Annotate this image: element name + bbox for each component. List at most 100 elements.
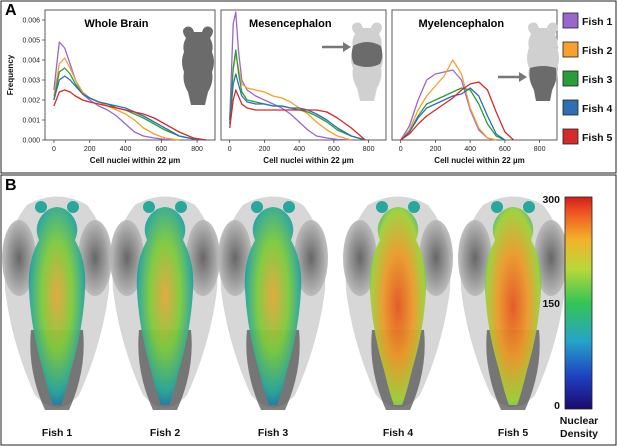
legend-swatch (562, 70, 579, 87)
fish-eye-right (294, 220, 328, 296)
series-line-fish-3 (400, 87, 506, 141)
olfactory-bulb-left (376, 201, 388, 213)
series-line-fish-4 (229, 73, 366, 141)
legend: Fish 1 Fish 2 Fish 3 Fish 4 Fish 5 (562, 12, 613, 145)
series-line-fish-4 (400, 87, 506, 141)
brain-heatmap (484, 207, 542, 405)
y-tick-label: 0.001 (22, 118, 40, 125)
y-tick-label: 0.006 (22, 18, 40, 25)
fish-label: Fish 4 (383, 427, 414, 439)
brain-heatmap (244, 207, 302, 405)
series-line-fish-3 (53, 67, 207, 141)
fish-label: Fish 5 (498, 427, 529, 439)
x-tick-label: 600 (328, 146, 340, 153)
fish-image-1: Fish 1 (2, 196, 112, 439)
x-tick-label: 800 (534, 146, 546, 153)
fish-eye-left (2, 220, 36, 296)
x-tick-label: 0 (52, 146, 56, 153)
x-tick-label: 200 (84, 146, 96, 153)
arrow-right-icon (343, 42, 351, 52)
fish-eye-left (458, 220, 492, 296)
series-line-fish-1 (400, 69, 497, 141)
fish-image-2: Fish 2 (110, 196, 220, 439)
legend-label: Fish 1 (582, 16, 613, 28)
series-line-fish-5 (400, 81, 515, 141)
y-axis-label: Frequency (6, 54, 15, 95)
olfactory-bulb-right (67, 201, 79, 213)
colorbar-title-line2: Density (560, 428, 598, 440)
olfactory-bulb-left (143, 201, 155, 213)
x-axis-label: Cell nuclei within 22 µm (263, 156, 353, 165)
fish-label: Fish 3 (258, 427, 289, 439)
legend-label: Fish 5 (582, 132, 613, 144)
chart-title: Whole Brain (84, 18, 148, 30)
y-tick-label: 0.005 (22, 38, 40, 45)
y-tick-label: 0.004 (22, 58, 40, 65)
fish-eye-right (186, 220, 220, 296)
fish-image-3: Fish 3 (218, 196, 328, 439)
fish-label: Fish 2 (150, 427, 181, 439)
chart-title: Mesencephalon (249, 18, 332, 30)
legend-label: Fish 2 (582, 45, 613, 57)
x-tick-label: 0 (228, 146, 232, 153)
fish-eye-left (218, 220, 252, 296)
fish-images: Fish 1 Fish 2 Fish 3 Fish 4 Fish 5 (2, 196, 568, 439)
fish-eye-right (78, 220, 112, 296)
fish-eye-left (343, 220, 377, 296)
series-line-fish-5 (53, 89, 207, 141)
colorbar-title-line1: Nuclear (560, 415, 599, 427)
x-tick-label: 200 (430, 146, 442, 153)
legend-swatch (562, 99, 579, 116)
series-line-fish-2 (53, 57, 180, 141)
colorbar-gradient (564, 196, 593, 410)
fish-image-5: Fish 5 (458, 196, 568, 439)
mesencephalon-silhouette-icon (322, 22, 383, 101)
brain-heatmap (28, 207, 86, 405)
chart-title: Myelencephalon (419, 18, 505, 30)
y-tick-label: 0.000 (22, 138, 40, 145)
legend-label: Fish 4 (582, 103, 613, 115)
myelencephalon-silhouette-icon (498, 22, 559, 101)
series-line-fish-1 (53, 41, 180, 141)
legend-swatch (562, 128, 579, 145)
fish-eye-right (419, 220, 453, 296)
olfactory-bulb-right (175, 201, 187, 213)
fish-label: Fish 1 (42, 427, 73, 439)
olfactory-bulb-left (251, 201, 263, 213)
legend-swatch (562, 12, 579, 29)
series-line-fish-4 (53, 75, 207, 141)
x-tick-label: 800 (363, 146, 375, 153)
colorbar-tick-0: 0 (554, 400, 560, 412)
arrow-right-icon (519, 72, 527, 82)
y-tick-label: 0.002 (22, 98, 40, 105)
x-tick-label: 400 (120, 146, 132, 153)
brain-heatmap (369, 207, 427, 405)
y-tick-label: 0.003 (22, 78, 40, 85)
legend-swatch (562, 41, 579, 58)
x-tick-label: 400 (293, 146, 305, 153)
olfactory-bulb-right (523, 201, 535, 213)
legend-label: Fish 3 (582, 74, 613, 86)
colorbar-tick-150: 150 (542, 298, 560, 310)
x-axis-label: Cell nuclei within 22 µm (434, 156, 524, 165)
x-tick-label: 600 (155, 146, 167, 153)
fish-image-4: Fish 4 (343, 196, 453, 439)
colorbar-tick-300: 300 (542, 194, 560, 206)
x-axis-label: Cell nuclei within 22 µm (90, 156, 180, 165)
olfactory-bulb-right (408, 201, 420, 213)
series-line-fish-1 (229, 11, 352, 141)
x-tick-label: 600 (499, 146, 511, 153)
fish-eye-left (110, 220, 144, 296)
panel-a-letter: A (5, 2, 17, 19)
series-line-fish-2 (400, 59, 497, 141)
panel-b-letter: B (5, 177, 17, 194)
olfactory-bulb-left (35, 201, 47, 213)
colorbar: 300 150 0 Nuclear Density (542, 194, 598, 440)
brain-heatmap (136, 207, 194, 405)
x-tick-label: 200 (259, 146, 271, 153)
x-tick-label: 400 (464, 146, 476, 153)
fish-eye-right (534, 220, 568, 296)
x-tick-label: 800 (191, 146, 203, 153)
olfactory-bulb-right (283, 201, 295, 213)
